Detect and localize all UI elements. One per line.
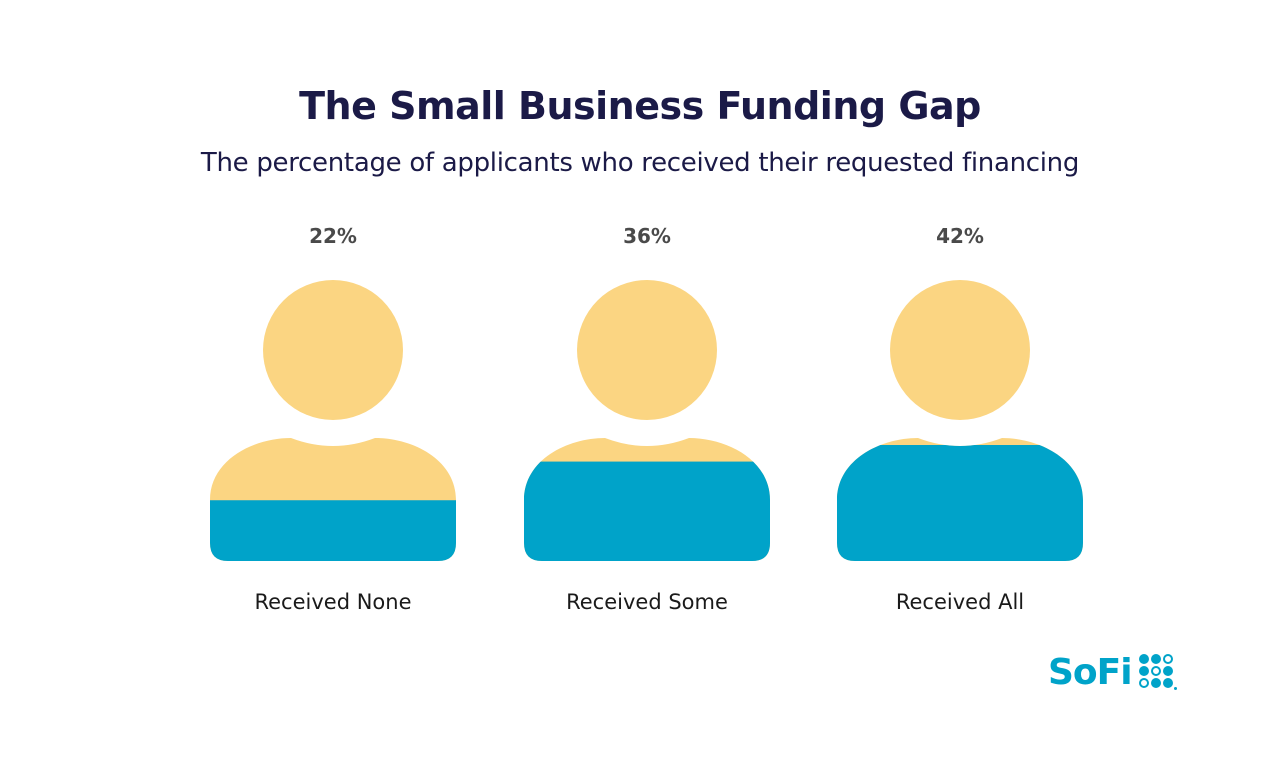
chart-subtitle: The percentage of applicants who receive… [200,148,1080,178]
person-mark: 22% Received None [210,224,456,614]
logo-dots-icon [1138,654,1177,690]
person-head [577,280,717,420]
category-label: Received All [896,590,1024,614]
value-label: 42% [936,224,984,248]
value-label: 22% [309,224,357,248]
person-mark: 42% Received All [837,224,1083,614]
category-label: Received None [254,590,411,614]
sofi-logo: SoFi [1048,650,1178,694]
fill-level-bar [837,445,1083,561]
fill-level-bar [210,500,456,561]
chart-title: The Small Business Funding Gap [299,84,981,128]
value-label: 36% [623,224,671,248]
logo-text: SoFi [1048,651,1133,693]
person-mark: 36% Received Some [524,224,770,614]
fill-level-bar [524,461,770,561]
person-head [263,280,403,420]
person-head [890,280,1030,420]
category-label: Received Some [566,590,728,614]
